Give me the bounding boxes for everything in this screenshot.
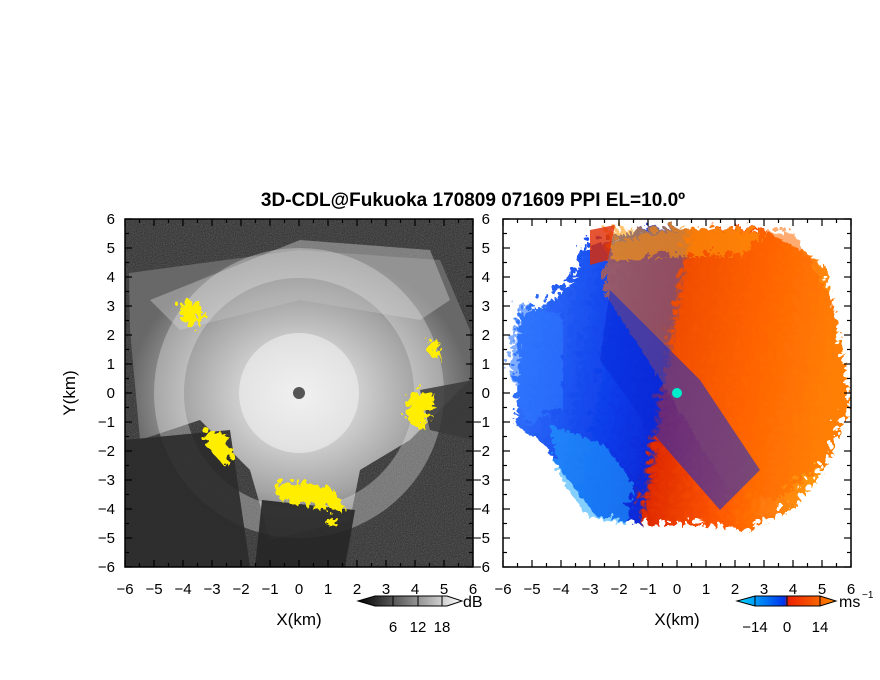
x-tick-label: −6 — [116, 581, 133, 598]
x-tick-label: −3 — [203, 581, 220, 598]
x-tick-label: 5 — [818, 581, 826, 598]
colorbar-tick-label: −14 — [742, 619, 767, 636]
x-tick-label: 0 — [673, 581, 681, 598]
reflectivity-panel: −6 −5 −4 −3 −2 −1 0 1 2 3 4 5 6 6 5 4 3 … — [60, 211, 483, 636]
x-tick-label: −2 — [610, 581, 627, 598]
velocity-y-ticks: 6 5 4 3 2 1 0 −1 −2 −3 −4 −5 −6 — [473, 211, 490, 576]
y-tick-label: −3 — [473, 472, 490, 489]
x-tick-label: 4 — [411, 581, 419, 598]
y-tick-label: 3 — [107, 298, 115, 315]
velocity-x-ticks: −6 −5 −4 −3 −2 −1 0 1 2 3 4 5 6 — [494, 581, 855, 598]
reflectivity-ticks — [124, 218, 474, 568]
colorbar-unit: dB — [463, 594, 483, 611]
x-tick-label: −5 — [523, 581, 540, 598]
x-tick-label: 1 — [702, 581, 710, 598]
x-tick-label: 2 — [731, 581, 739, 598]
y-tick-label: 2 — [107, 327, 115, 344]
y-tick-label: −1 — [98, 414, 115, 431]
colorbar-tick-label: 6 — [389, 619, 397, 636]
y-tick-label: 2 — [482, 327, 490, 344]
x-tick-label: 3 — [760, 581, 768, 598]
x-tick-label: 2 — [353, 581, 361, 598]
overlay-flags — [175, 295, 436, 520]
y-tick-label: 6 — [107, 211, 115, 228]
y-tick-label: 0 — [107, 385, 115, 402]
x-tick-label: 6 — [847, 581, 855, 598]
x-tick-label: −4 — [552, 581, 569, 598]
x-tick-label: 6 — [469, 581, 477, 598]
x-tick-label: 0 — [295, 581, 303, 598]
x-tick-label: −6 — [494, 581, 511, 598]
x-tick-label: −3 — [581, 581, 598, 598]
x-axis-label: X(km) — [276, 610, 321, 629]
x-tick-label: −1 — [639, 581, 656, 598]
y-tick-label: 1 — [107, 356, 115, 373]
y-tick-label: 1 — [482, 356, 490, 373]
colorbar-unit: ms — [839, 594, 860, 611]
y-tick-label: −1 — [473, 414, 490, 431]
x-tick-label: 3 — [382, 581, 390, 598]
x-tick-label: −5 — [145, 581, 162, 598]
y-tick-label: 6 — [482, 211, 490, 228]
x-tick-label: −2 — [232, 581, 249, 598]
velocity-panel: −6 −5 −4 −3 −2 −1 0 1 2 3 4 5 6 6 5 4 3 … — [473, 211, 874, 636]
y-tick-label: −5 — [98, 530, 115, 547]
x-tick-label: −1 — [261, 581, 278, 598]
y-tick-label: 5 — [482, 240, 490, 257]
reflectivity-image — [125, 219, 473, 567]
colorbar-tick-label: 14 — [812, 619, 829, 636]
x-tick-label: 4 — [789, 581, 797, 598]
y-tick-label: 0 — [482, 385, 490, 402]
x-tick-label: −4 — [174, 581, 191, 598]
y-tick-label: −2 — [473, 443, 490, 460]
y-tick-label: 5 — [107, 240, 115, 257]
y-tick-label: −3 — [98, 472, 115, 489]
colorbar-tick-label: 12 — [410, 619, 427, 636]
y-tick-label: 3 — [482, 298, 490, 315]
x-axis-label: X(km) — [654, 610, 699, 629]
colorbar-tick-label: 18 — [434, 619, 451, 636]
reflectivity-y-ticks: 6 5 4 3 2 1 0 −1 −2 −3 −4 −5 −6 — [98, 211, 115, 576]
reflectivity-x-ticks: −6 −5 −4 −3 −2 −1 0 1 2 3 4 5 6 — [116, 581, 477, 598]
velocity-ticks — [502, 218, 852, 568]
velocity-image — [503, 219, 851, 567]
chart-title: 3D-CDL@Fukuoka 170809 071609 PPI EL=10.0… — [261, 190, 685, 211]
y-tick-label: −4 — [98, 501, 115, 518]
colorbar-tick-label: 0 — [783, 619, 791, 636]
y-tick-label: −2 — [98, 443, 115, 460]
y-tick-label: −6 — [98, 559, 115, 576]
velocity-colorbar: −14 0 14 ms −1 — [735, 590, 874, 636]
x-tick-label: 1 — [324, 581, 332, 598]
y-axis-label: Y(km) — [60, 370, 79, 415]
y-tick-label: −4 — [473, 501, 490, 518]
reflectivity-colorbar: 6 12 18 dB — [356, 594, 483, 636]
y-tick-label: −5 — [473, 530, 490, 547]
x-tick-label: 5 — [440, 581, 448, 598]
y-tick-label: 4 — [482, 269, 490, 286]
colorbar-unit-exponent: −1 — [862, 590, 874, 601]
y-tick-label: −6 — [473, 559, 490, 576]
y-tick-label: 4 — [107, 269, 115, 286]
